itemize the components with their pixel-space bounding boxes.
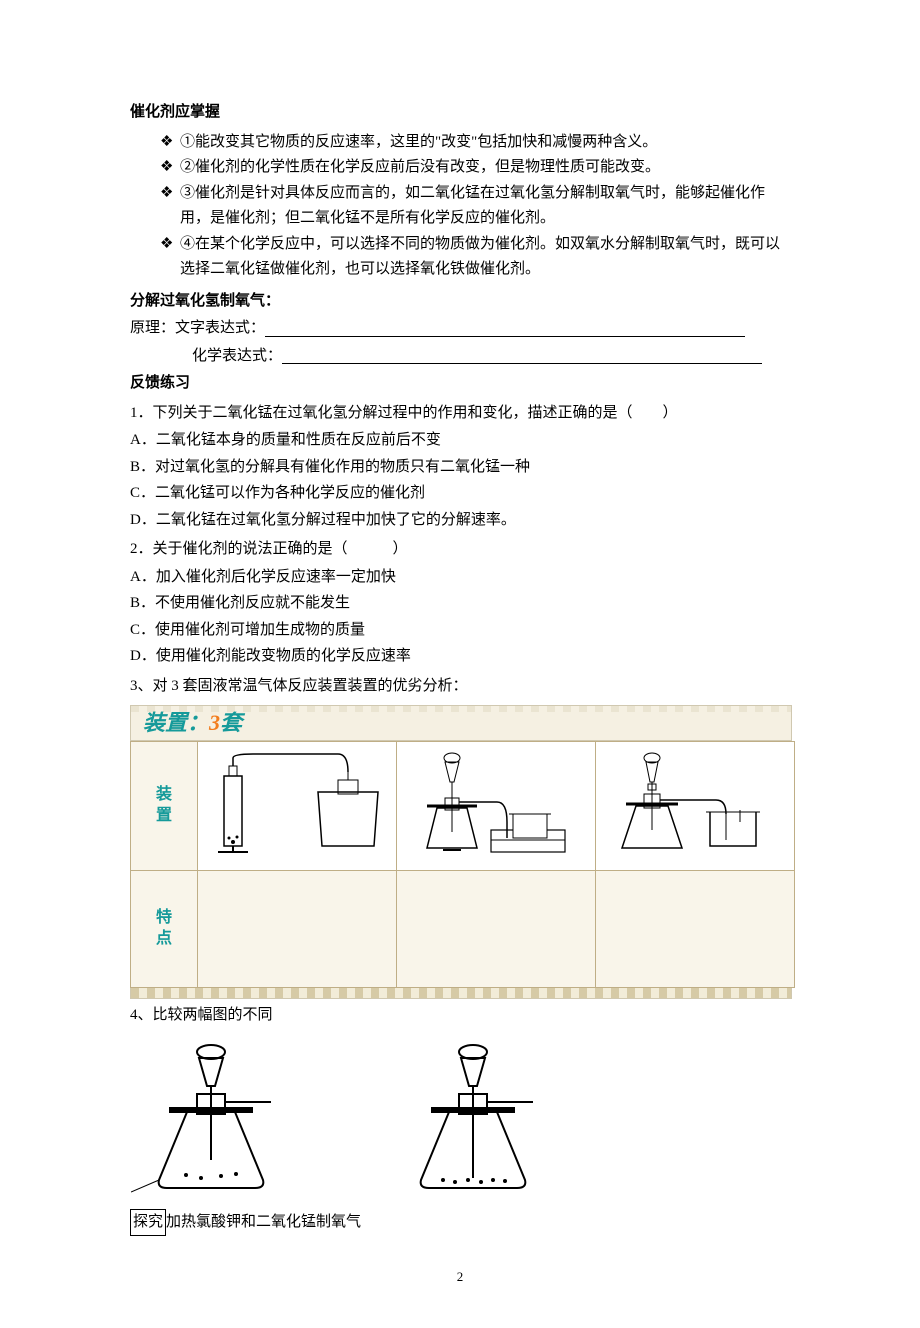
- tail-line: 探究加热氯酸钾和二氧化锰制氧气: [130, 1209, 790, 1237]
- bullet-text: ②催化剂的化学性质在化学反应前后没有改变，但是物理性质可能改变。: [180, 155, 790, 181]
- q1-opt-c: C．二氧化锰可以作为各种化学反应的催化剂: [130, 481, 790, 507]
- q2-stem: 2．关于催化剂的说法正确的是（ ）: [130, 537, 790, 563]
- principle-word-prefix: 原理：文字表达式：: [130, 320, 265, 336]
- q2-opt-b: B．不使用催化剂反应就不能发生: [130, 591, 790, 617]
- question-1: 1．下列关于二氧化锰在过氧化氢分解过程中的作用和变化，描述正确的是（ ） A．二…: [130, 401, 790, 534]
- diamond-icon: ❖: [160, 232, 180, 258]
- principle-chem-line: 化学表达式：: [130, 344, 790, 370]
- diamond-icon: ❖: [160, 155, 180, 181]
- q2-opt-d: D．使用催化剂能改变物质的化学反应速率: [130, 644, 790, 670]
- bullet-item: ❖②催化剂的化学性质在化学反应前后没有改变，但是物理性质可能改变。: [130, 155, 790, 181]
- flask-2-icon: [393, 1040, 553, 1200]
- banner-zh: 装置：: [143, 710, 209, 735]
- bullet-item: ❖③催化剂是针对具体反应而言的，如二氧化锰在过氧化氢分解制取氧气时，能够起催化作…: [130, 181, 790, 232]
- question-4: 4、比较两幅图的不同: [130, 1003, 790, 1201]
- apparatus-3-icon: [596, 742, 794, 870]
- q2-opt-a: A．加入催化剂后化学反应速率一定加快: [130, 565, 790, 591]
- q1-stem: 1．下列关于二氧化锰在过氧化氢分解过程中的作用和变化，描述正确的是（ ）: [130, 401, 790, 427]
- row2-label: 特点: [131, 871, 198, 988]
- bullet-item: ❖①能改变其它物质的反应速率，这里的"改变"包括加快和减慢两种含义。: [130, 130, 790, 156]
- label-text: 特点: [131, 908, 197, 950]
- question-3: 3、对 3 套固液常温气体反应装置装置的优劣分析： 装置：3套 装置: [130, 674, 790, 1000]
- flask-row: [130, 1039, 790, 1201]
- device-banner: 装置：3套: [130, 705, 792, 741]
- apparatus-2-icon: [397, 742, 595, 870]
- banner-num: 3: [209, 710, 220, 735]
- banner-tail: 套: [220, 710, 242, 735]
- bullet-text: ④在某个化学反应中，可以选择不同的物质做为催化剂。如双氧水分解制取氧气时，既可以…: [180, 232, 790, 283]
- principle-chem-prefix: 化学表达式：: [192, 348, 282, 364]
- flask-figure-1: [130, 1039, 292, 1201]
- feature-cell-3[interactable]: [596, 871, 795, 988]
- blank-field[interactable]: [265, 321, 745, 337]
- q3-stem: 3、对 3 套固液常温气体反应装置装置的优劣分析：: [130, 674, 790, 700]
- q1-opt-b: B．对过氧化氢的分解具有催化作用的物质只有二氧化锰一种: [130, 455, 790, 481]
- row1-label: 装置: [131, 742, 198, 871]
- principle-word-line: 原理：文字表达式：: [130, 316, 790, 342]
- section2-title: 分解过氧化氢制氧气：: [130, 289, 790, 315]
- device-table: 装置: [130, 741, 795, 988]
- label-text: 装置: [131, 785, 197, 827]
- wavy-decoration-icon: [131, 706, 791, 712]
- bullet-text: ①能改变其它物质的反应速率，这里的"改变"包括加快和减慢两种含义。: [180, 130, 790, 156]
- flask-figure-2: [392, 1039, 554, 1201]
- table-bottom-decoration-icon: [130, 988, 792, 999]
- diamond-icon: ❖: [160, 181, 180, 207]
- tail-rest: 加热氯酸钾和二氧化锰制氧气: [166, 1214, 361, 1230]
- apparatus-1-icon: [198, 742, 396, 870]
- q1-opt-a: A．二氧化锰本身的质量和性质在反应前后不变: [130, 428, 790, 454]
- page-root: 催化剂应掌握 ❖①能改变其它物质的反应速率，这里的"改变"包括加快和减慢两种含义…: [0, 0, 920, 1328]
- catalyst-bullets: ❖①能改变其它物质的反应速率，这里的"改变"包括加快和减慢两种含义。 ❖②催化剂…: [130, 130, 790, 283]
- diamond-icon: ❖: [160, 130, 180, 156]
- feedback-title: 反馈练习: [130, 371, 790, 397]
- page-number: 2: [130, 1266, 790, 1288]
- boxed-label: 探究: [130, 1209, 166, 1237]
- bullet-item: ❖④在某个化学反应中，可以选择不同的物质做为催化剂。如双氧水分解制取氧气时，既可…: [130, 232, 790, 283]
- blank-field[interactable]: [282, 348, 762, 364]
- feature-cell-2[interactable]: [397, 871, 596, 988]
- device-cell-2: [397, 742, 596, 871]
- bullet-text: ③催化剂是针对具体反应而言的，如二氧化锰在过氧化氢分解制取氧气时，能够起催化作用…: [180, 181, 790, 232]
- table-row-devices: 装置: [131, 742, 795, 871]
- q1-opt-d: D．二氧化锰在过氧化氢分解过程中加快了它的分解速率。: [130, 508, 790, 534]
- device-cell-3: [596, 742, 795, 871]
- device-cell-1: [198, 742, 397, 871]
- section1-title: 催化剂应掌握: [130, 100, 790, 126]
- flask-1-icon: [131, 1040, 291, 1200]
- question-2: 2．关于催化剂的说法正确的是（ ） A．加入催化剂后化学反应速率一定加快 B．不…: [130, 537, 790, 670]
- q4-stem: 4、比较两幅图的不同: [130, 1003, 790, 1029]
- q2-opt-c: C．使用催化剂可增加生成物的质量: [130, 618, 790, 644]
- feature-cell-1[interactable]: [198, 871, 397, 988]
- table-row-features: 特点: [131, 871, 795, 988]
